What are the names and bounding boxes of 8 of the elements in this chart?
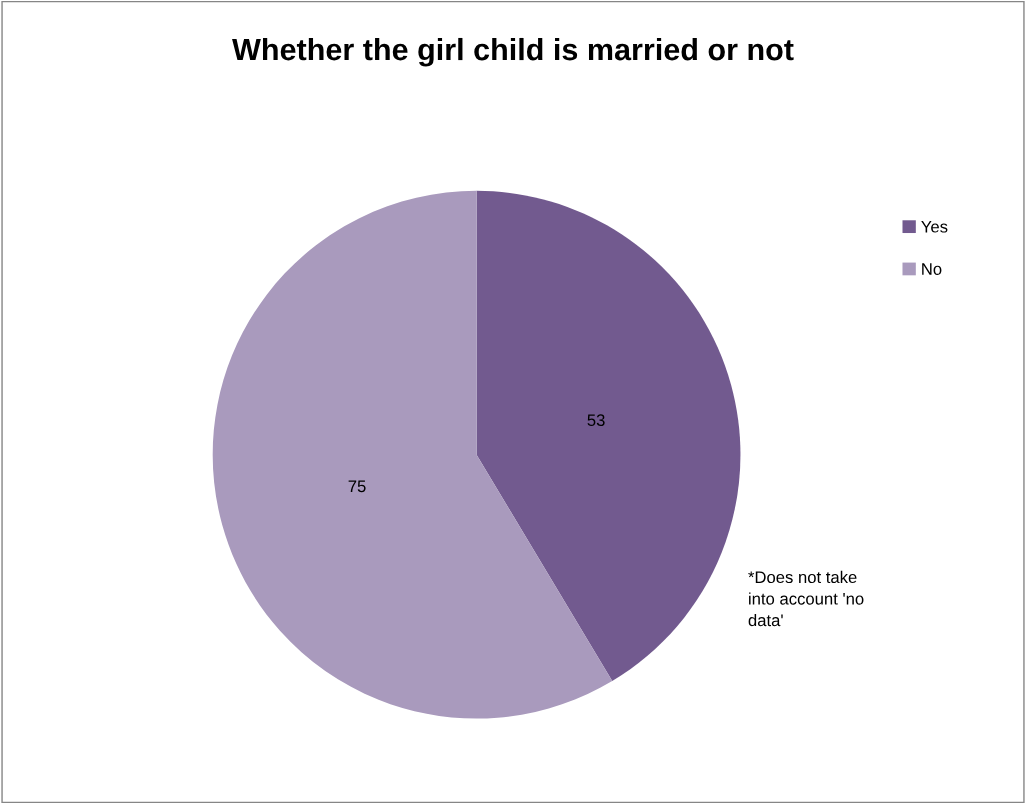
- legend-label: Yes: [921, 220, 948, 233]
- pie-slice: [212, 190, 613, 719]
- data-label: 75: [348, 480, 366, 493]
- text: *Does not take into account 'no data': [748, 570, 864, 627]
- legend-label: No: [922, 263, 942, 275]
- chart-title: Whether the girl child is married or not: [232, 37, 794, 67]
- data-label: 53: [587, 414, 605, 427]
- pie-slice: [476, 190, 741, 682]
